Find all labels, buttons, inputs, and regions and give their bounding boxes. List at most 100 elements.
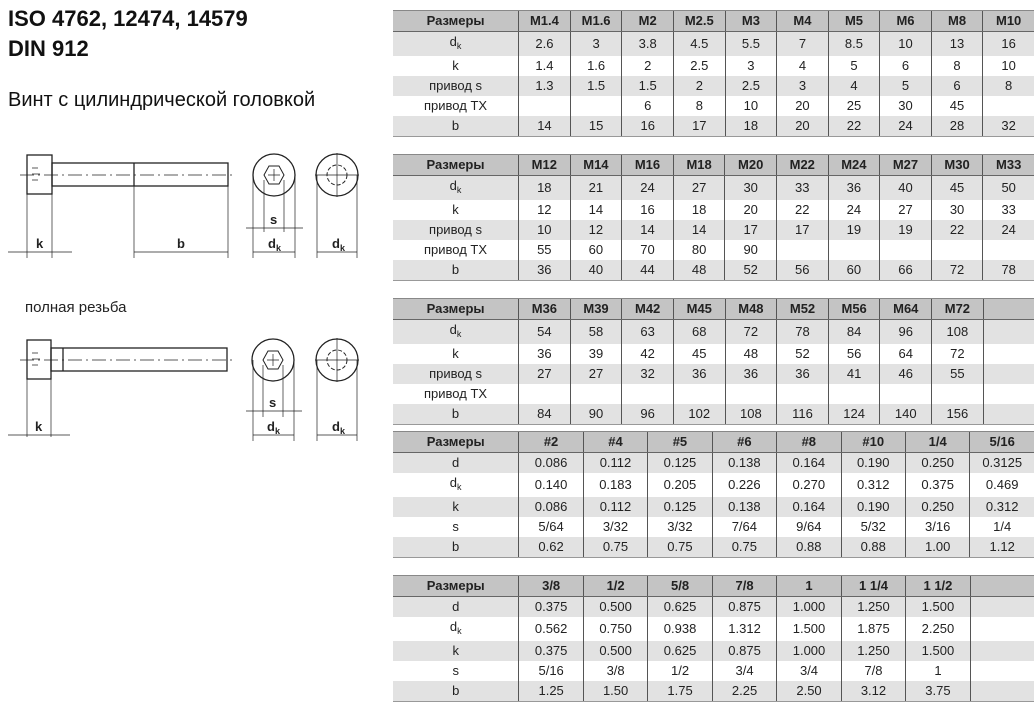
row-label: dk (393, 319, 519, 344)
table-row: d 0.375 0.500 0.625 0.875 1.000 1.250 1.500 (393, 596, 1034, 617)
value-cell: 2.50 (776, 681, 842, 702)
value-cell: 14 (672, 220, 725, 240)
value-cell: 14 (518, 116, 571, 137)
table-row: привод s 27 27 32 36 36 36 41 46 55 (393, 364, 1034, 384)
row-label-text: d (449, 619, 458, 634)
header-size-cell: M1.4 (518, 10, 571, 32)
value-cell: 0.140 (518, 473, 584, 497)
header-size-cell: M52 (776, 298, 829, 320)
value-cell: 78 (982, 260, 1034, 281)
value-cell: 0.62 (518, 537, 584, 558)
value-cell: 90 (724, 240, 777, 260)
value-cell: 45 (930, 175, 983, 200)
table-row: k 12 14 16 18 20 22 24 27 30 33 (393, 200, 1034, 220)
header-label-cell: Размеры (393, 575, 519, 597)
product-subtitle: Винт с цилиндрической головкой (8, 89, 316, 111)
row-label-subscript: k (457, 482, 462, 492)
value-cell: 2.5 (724, 76, 777, 96)
value-cell: 0.88 (776, 537, 842, 558)
table-header-row: Размеры M36 M39 M42 M45 M48 M52 M56 M64 M72 (393, 298, 1034, 320)
label-dk: dk (267, 419, 281, 436)
value-cell (931, 384, 984, 404)
row-label: dk (393, 175, 519, 200)
header-size-cell: M33 (982, 154, 1034, 176)
value-cell: 1.000 (776, 641, 842, 661)
header-size-cell: M2.5 (672, 10, 726, 32)
value-cell: 32 (982, 116, 1034, 137)
value-cell: 19 (879, 220, 932, 240)
value-cell: 124 (827, 404, 880, 425)
table-row: b 84 90 96 102 108 116 124 140 156 (393, 404, 1034, 425)
value-cell: 1/2 (647, 661, 713, 681)
header-size-cell: #2 (518, 431, 584, 453)
value-cell: 14 (569, 200, 622, 220)
value-cell: 0.3125 (969, 452, 1034, 473)
value-cell: 0.875 (711, 596, 777, 617)
value-cell (827, 240, 880, 260)
value-cell: 1.5 (621, 76, 674, 96)
value-cell: 0.138 (711, 452, 777, 473)
value-cell: 78 (776, 319, 829, 344)
row-label: k (393, 497, 519, 517)
value-cell: 7/64 (711, 517, 777, 537)
value-cell: 27 (672, 175, 725, 200)
table-row: k 0.086 0.112 0.125 0.138 0.164 0.190 0.250 0.31… (393, 497, 1034, 517)
value-cell (982, 404, 1034, 425)
value-cell: 10 (724, 96, 777, 116)
value-cell: 0.125 (647, 452, 713, 473)
header-size-cell (969, 575, 1034, 597)
row-label: s (393, 517, 519, 537)
value-cell: 36 (672, 364, 726, 384)
header-size-cell: M22 (775, 154, 829, 176)
value-cell: 14 (621, 220, 674, 240)
table-row: dk 0.140 0.183 0.205 0.226 0.270 0.312 0.375 0.4… (393, 473, 1034, 497)
table-row: k 36 39 42 45 48 52 56 64 72 (393, 344, 1034, 364)
value-cell: 1.6 (569, 56, 622, 76)
value-cell (776, 384, 829, 404)
value-cell: 0.625 (647, 596, 713, 617)
value-cell: 84 (827, 319, 880, 344)
value-cell: 0.938 (647, 617, 713, 641)
value-cell: 0.75 (647, 537, 713, 558)
value-cell: 0.250 (904, 497, 970, 517)
table-row: привод s 10 12 14 14 17 17 19 19 22 24 (393, 220, 1034, 240)
row-label-text: b (452, 683, 460, 698)
value-cell: 2.5 (672, 56, 726, 76)
value-cell: 0.750 (582, 617, 648, 641)
value-cell: 20 (776, 116, 829, 137)
value-cell: 46 (879, 364, 932, 384)
value-cell: 1.500 (905, 596, 971, 617)
value-cell: 16 (621, 200, 674, 220)
row-label-text: d (449, 178, 457, 193)
row-label: привод TX (393, 240, 519, 260)
value-cell: 22 (930, 220, 983, 240)
value-cell: 42 (621, 344, 674, 364)
header-size-cell: M45 (672, 298, 726, 320)
value-cell: 5.5 (724, 31, 777, 56)
label-dk: dk (332, 236, 346, 253)
value-cell: 24 (879, 116, 932, 137)
row-label: привод s (393, 220, 519, 240)
value-cell (879, 240, 932, 260)
value-cell: 22 (827, 116, 880, 137)
header-size-cell: M48 (724, 298, 777, 320)
value-cell: 10 (518, 220, 571, 240)
label-k: k (36, 236, 44, 251)
value-cell (969, 617, 1034, 641)
row-label: k (393, 641, 519, 661)
value-cell: 4.5 (672, 31, 726, 56)
value-cell: 40 (879, 175, 932, 200)
value-cell: 0.183 (582, 473, 648, 497)
value-cell: 0.226 (711, 473, 777, 497)
value-cell: 0.190 (840, 497, 906, 517)
value-cell: 96 (621, 404, 674, 425)
value-cell: 40 (569, 260, 622, 281)
value-cell: 0.112 (582, 452, 648, 473)
row-label: dk (393, 473, 519, 497)
row-label-text: k (452, 499, 459, 514)
value-cell: 18 (724, 116, 777, 137)
value-cell: 0.75 (582, 537, 648, 558)
header-size-cell: M24 (827, 154, 880, 176)
value-cell: 50 (982, 175, 1034, 200)
value-cell: 4 (776, 56, 829, 76)
